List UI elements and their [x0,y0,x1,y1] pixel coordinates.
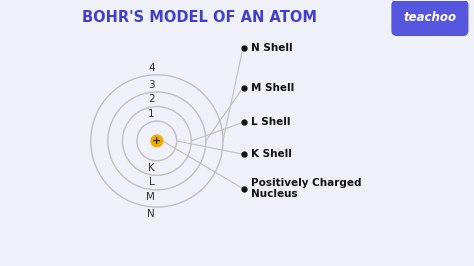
Text: K Shell: K Shell [251,149,292,159]
Text: +: + [152,136,162,146]
Text: N Shell: N Shell [251,43,292,53]
Text: M: M [146,192,155,202]
Text: 1: 1 [148,109,155,119]
Text: L Shell: L Shell [251,117,290,127]
Text: L: L [149,177,155,188]
Text: M Shell: M Shell [251,83,294,93]
Text: teachoo: teachoo [403,11,456,24]
FancyBboxPatch shape [392,1,468,35]
Circle shape [151,135,163,147]
Text: Positively Charged
Nucleus: Positively Charged Nucleus [251,178,361,200]
Text: 2: 2 [148,94,155,105]
Text: BOHR'S MODEL OF AN ATOM: BOHR'S MODEL OF AN ATOM [82,10,317,25]
Text: K: K [148,163,155,173]
Text: N: N [147,209,155,219]
Text: 4: 4 [148,63,155,73]
Text: 3: 3 [148,80,155,90]
